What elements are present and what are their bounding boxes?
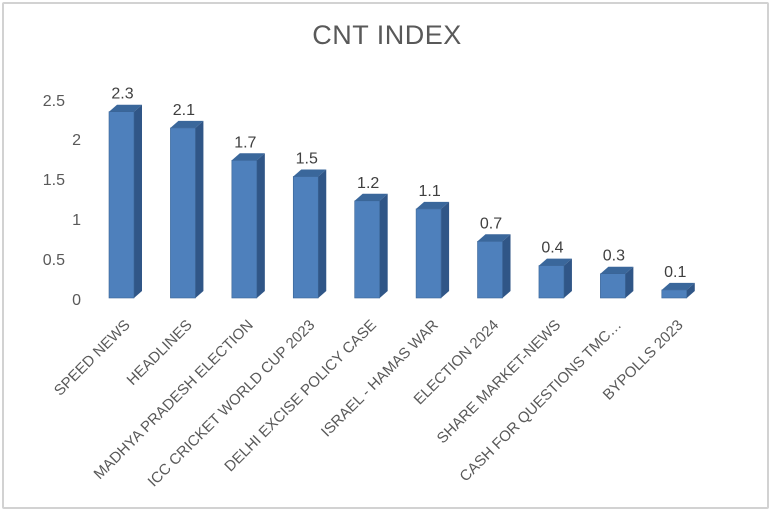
y-axis-tick-label: 2.5 [42, 92, 65, 110]
bar-value-label: 2.1 [173, 102, 195, 119]
bar-top-face [661, 282, 695, 290]
bar-3 [292, 169, 327, 299]
bar-side-face [256, 153, 265, 298]
bar-side-face [318, 169, 327, 298]
bar-side-face [195, 120, 204, 299]
y-axis-tick-label: 1.5 [42, 172, 65, 190]
chart-title: CNT INDEX [312, 20, 462, 50]
bar-value-label: 0.1 [664, 264, 686, 281]
bar-5 [415, 201, 450, 299]
y-axis-tick-label: 2 [72, 132, 81, 150]
bar-side-face [379, 193, 388, 298]
bar-front-face [292, 176, 319, 299]
y-axis-tick-label: 0.5 [42, 251, 65, 269]
bar-front-face [538, 265, 565, 299]
bar-2 [231, 153, 265, 299]
bar-top-face [538, 258, 572, 266]
bar-front-face [354, 200, 380, 299]
bar-side-face [686, 282, 695, 298]
y-axis-tick-label: 1 [72, 211, 81, 229]
bar-side-face [563, 258, 572, 298]
bar-top-face [600, 266, 634, 274]
bar-front-face [170, 127, 196, 299]
bar-side-face [625, 266, 634, 298]
bar-side-face [134, 104, 142, 298]
bar-front-face [600, 273, 626, 299]
bar-side-face [441, 201, 450, 298]
bar-side-face [502, 234, 511, 298]
bar-7 [538, 258, 572, 299]
bar-value-label: 0.7 [480, 215, 502, 232]
y-axis-tick-label: 0 [72, 291, 81, 309]
bar-value-label: 1.1 [418, 183, 440, 200]
bar-top-face [477, 234, 511, 242]
bar-value-label: 1.7 [234, 134, 256, 151]
bar-9 [661, 282, 695, 299]
bar-front-face [231, 160, 258, 299]
bar-4 [354, 193, 388, 299]
bar-0 [108, 104, 142, 299]
bar-front-face [415, 208, 442, 299]
bar-top-face [293, 169, 327, 177]
bar-8 [600, 266, 634, 299]
bar-front-face [477, 241, 503, 299]
bar-6 [477, 234, 511, 299]
bar-value-label: 1.2 [357, 175, 379, 192]
bar-value-label: 0.4 [541, 240, 563, 257]
bar-value-label: 1.5 [296, 151, 318, 168]
bar-top-face [170, 120, 204, 128]
bar-front-face [108, 111, 135, 299]
bar-top-face [416, 201, 450, 209]
bar-top-face [231, 153, 265, 161]
bar-top-face [109, 104, 142, 112]
bar-front-face [661, 289, 688, 299]
bar-top-face [354, 193, 388, 201]
bar-value-label: 2.3 [111, 86, 133, 103]
bar-1 [170, 120, 204, 299]
bar-value-label: 0.3 [603, 248, 625, 265]
